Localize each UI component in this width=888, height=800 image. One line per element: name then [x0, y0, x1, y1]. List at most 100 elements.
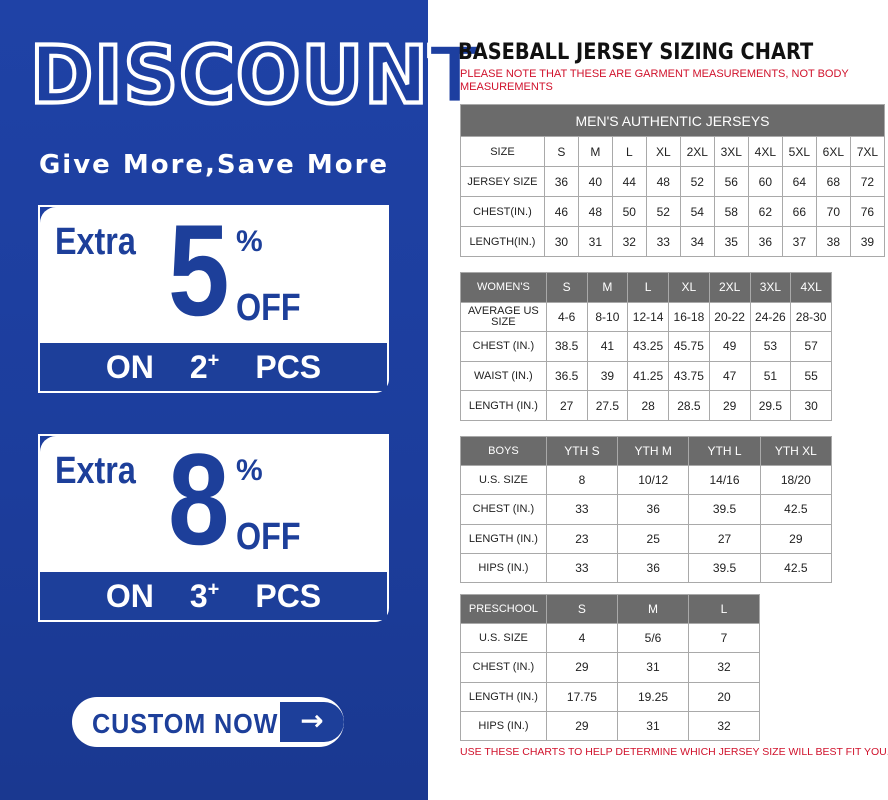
table-cell: 20 [688, 681, 760, 712]
table-cell: L [688, 593, 760, 625]
table-cell: 48 [645, 166, 681, 197]
table-cell: 32 [611, 226, 647, 257]
table-cell: 27 [545, 390, 588, 421]
offer-card: Extra 5 % OFF ON 2+ PCS [38, 199, 389, 393]
table-cell: 6XL [815, 136, 851, 167]
table-cell: 58 [713, 196, 749, 227]
table-cell: 46 [543, 196, 579, 227]
custom-now-label: CUSTOM NOW [92, 708, 279, 739]
table-cell: 56 [713, 166, 749, 197]
table-cell: 28 [627, 390, 670, 421]
table-cell: 76 [849, 196, 886, 227]
offer-percent: % [236, 225, 263, 258]
row-label: AVERAGE US SIZE [460, 301, 547, 333]
table-cell: 52 [679, 166, 715, 197]
table-cell: 33 [545, 552, 619, 583]
table-cell: M [616, 593, 690, 625]
offer-on: ON [105, 348, 154, 385]
table-cell: 30 [790, 390, 832, 421]
table-cell: L [627, 272, 670, 303]
table-row: U.S. SIZE 8 10/12 14/16 18/20 [460, 465, 833, 496]
table-cell: YTH L [688, 435, 761, 467]
custom-now-button[interactable]: CUSTOM NOW → [72, 697, 344, 747]
table-cell: 41.25 [627, 360, 670, 392]
offer-percent: % [236, 454, 263, 487]
table-cell: 12-14 [627, 301, 670, 333]
table-cell: 2XL [679, 136, 715, 167]
table-header-row: BOYS YTH S YTH M YTH L YTH XL [460, 435, 833, 467]
table-cell: 27.5 [586, 390, 629, 421]
table-cell: 47 [708, 360, 751, 392]
table-cell: 70 [815, 196, 851, 227]
row-label: HIPS (IN.) [460, 552, 547, 583]
row-label: BOYS [460, 435, 547, 467]
table-cell: 30 [543, 226, 579, 257]
table-cell: 24-26 [749, 301, 792, 333]
table-cell: 38.5 [545, 331, 588, 362]
table-cell: S [545, 272, 588, 303]
row-label: U.S. SIZE [460, 623, 547, 654]
preschool-size-table: PRESCHOOL S M L U.S. SIZE 4 5/6 7 CHEST (IN.) 29 3… [460, 593, 760, 741]
row-label: LENGTH(IN.) [460, 226, 545, 257]
offer-qty: 2+ [189, 348, 220, 385]
promo-banner: DISCOUNT Give More,Save More Extra 5 % O… [0, 0, 483, 800]
table-cell: 34 [679, 226, 715, 257]
tagline: Give More,Save More [38, 150, 390, 180]
table-cell: 48 [577, 196, 613, 227]
row-label: CHEST (IN.) [460, 331, 547, 362]
row-label: CHEST (IN.) [460, 494, 547, 525]
table-row: HIPS (IN.) 29 31 32 [460, 710, 760, 741]
table-cell: 53 [749, 331, 792, 362]
table-cell: 28-30 [790, 301, 832, 333]
table-cell: 43.25 [627, 331, 670, 362]
offer-extra: Extra [55, 450, 136, 492]
table-cell: 31 [577, 226, 613, 257]
table-cell: 38 [815, 226, 851, 257]
table-header-row: WOMEN'S S M L XL 2XL 3XL 4XL [460, 272, 832, 303]
row-label: WOMEN'S [460, 272, 547, 303]
row-label: WAIST (IN.) [460, 360, 547, 392]
row-label: LENGTH (IN.) [460, 523, 547, 554]
table-row: JERSEY SIZE 36 40 44 48 52 56 60 64 68 72 [460, 166, 886, 197]
table-row: LENGTH (IN.) 27 27.5 28 28.5 29 29.5 30 [460, 390, 832, 421]
table-cell: 54 [679, 196, 715, 227]
table-cell: 29.5 [749, 390, 792, 421]
table-row: WAIST (IN.) 36.5 39 41.25 43.75 47 51 55 [460, 360, 832, 392]
table-cell: 5/6 [616, 623, 690, 654]
table-row: LENGTH (IN.) 17.75 19.25 20 [460, 681, 760, 712]
table-cell: 29 [545, 652, 618, 683]
table-cell: 23 [545, 523, 619, 554]
table-cell: 31 [616, 710, 690, 741]
table-row: LENGTH(IN.) 30 31 32 33 34 35 36 37 38 39 [460, 226, 886, 257]
row-label: LENGTH (IN.) [460, 390, 547, 421]
table-cell: L [611, 136, 647, 167]
offer-condition: ON 3+ PCS [40, 570, 387, 620]
table-cell: 36 [617, 552, 690, 583]
table-cell: 36 [747, 226, 783, 257]
table-header-row: SIZE S M L XL 2XL 3XL 4XL 5XL 6XL 7XL [460, 136, 886, 167]
table-cell: M [586, 272, 629, 303]
table-cell: 50 [611, 196, 647, 227]
discount-heading: DISCOUNT [28, 26, 483, 124]
table-cell: 49 [708, 331, 751, 362]
table-cell: 40 [577, 166, 613, 197]
table-cell: 51 [749, 360, 792, 392]
offer-pcs: PCS [255, 348, 322, 385]
table-cell: 8 [545, 465, 619, 496]
table-cell: 36 [617, 494, 690, 525]
table-header-row: PRESCHOOL S M L [460, 593, 760, 625]
chart-title: BASEBALL JERSEY SIZING CHART [458, 40, 814, 65]
row-label: CHEST (IN.) [460, 652, 547, 683]
table-cell: 8-10 [586, 301, 629, 333]
womens-size-table: WOMEN'S S M L XL 2XL 3XL 4XL AVERAGE US SIZE 4-6 8… [460, 272, 832, 421]
table-row: CHEST (IN.) 38.5 41 43.25 45.75 49 53 57 [460, 331, 832, 362]
table-row: CHEST (IN.) 29 31 32 [460, 652, 760, 683]
table-cell: 18/20 [759, 465, 833, 496]
row-label: JERSEY SIZE [460, 166, 545, 197]
table-cell: 39 [849, 226, 886, 257]
table-cell: 32 [688, 710, 760, 741]
table-cell: XL [668, 272, 710, 303]
row-label: HIPS (IN.) [460, 710, 547, 741]
row-label: CHEST(IN.) [460, 196, 545, 227]
table-cell: 27 [688, 523, 761, 554]
